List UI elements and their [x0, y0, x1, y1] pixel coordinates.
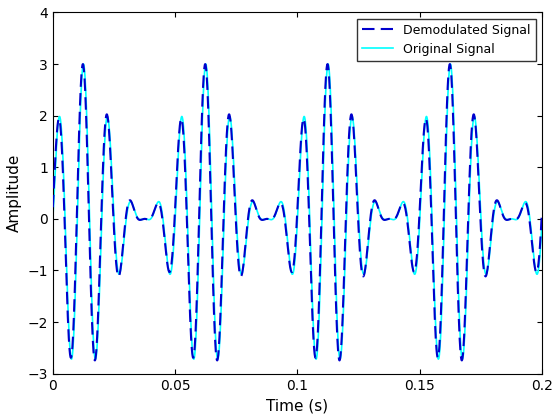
Demodulated Signal: [539, 210, 545, 215]
Original Signal: [459, 357, 466, 362]
Demodulated Signal: [80, 62, 86, 67]
Original Signal: [539, 221, 545, 226]
Demodulated Signal: [435, 355, 441, 360]
Original Signal: [49, 216, 56, 221]
Demodulated Signal: [525, 207, 531, 213]
Original Signal: [525, 205, 531, 210]
Demodulated Signal: [49, 205, 56, 210]
Line: Original Signal: Original Signal: [53, 64, 542, 359]
Demodulated Signal: [525, 209, 531, 214]
Line: Demodulated Signal: Demodulated Signal: [53, 64, 542, 360]
X-axis label: Time (s): Time (s): [267, 398, 329, 413]
Original Signal: [525, 204, 531, 209]
Original Signal: [74, 197, 81, 202]
Original Signal: [287, 268, 294, 273]
Legend: Demodulated Signal, Original Signal: Demodulated Signal, Original Signal: [357, 19, 536, 61]
Demodulated Signal: [74, 175, 81, 180]
Original Signal: [80, 61, 87, 66]
Original Signal: [274, 205, 281, 210]
Y-axis label: Amplitude: Amplitude: [7, 154, 22, 232]
Demodulated Signal: [287, 268, 294, 273]
Demodulated Signal: [459, 358, 465, 363]
Original Signal: [435, 356, 441, 361]
Demodulated Signal: [274, 205, 281, 210]
